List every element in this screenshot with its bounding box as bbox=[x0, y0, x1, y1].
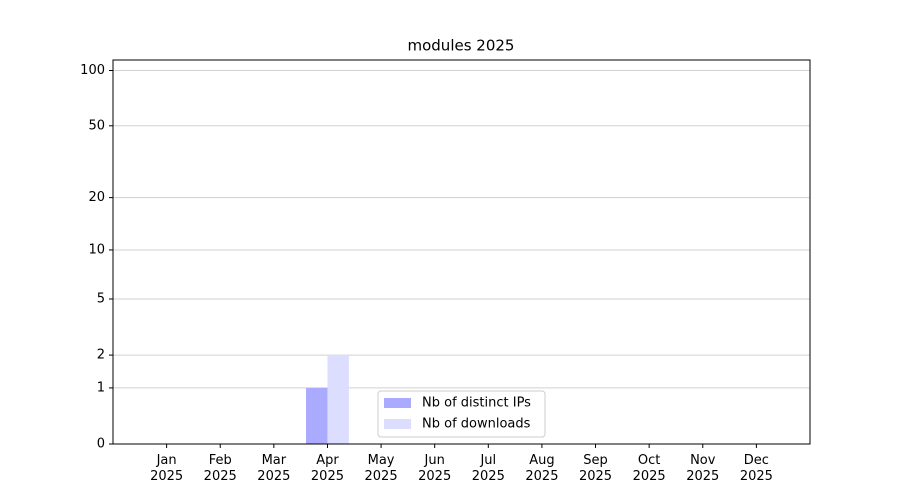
x-tick-label: Dec 2025 bbox=[739, 453, 773, 484]
x-tick-label: Jul 2025 bbox=[471, 453, 505, 484]
legend-label: Nb of downloads bbox=[422, 417, 531, 432]
x-tick-label: Oct 2025 bbox=[632, 453, 666, 484]
x-tick-label: Mar 2025 bbox=[257, 453, 291, 484]
legend-swatch bbox=[384, 419, 411, 429]
y-tick-label: 1 bbox=[97, 380, 105, 395]
y-tick-label: 5 bbox=[97, 291, 105, 306]
x-tick-label: May 2025 bbox=[364, 453, 398, 484]
bar bbox=[327, 355, 349, 444]
bar bbox=[306, 387, 328, 444]
y-tick-label: 2 bbox=[97, 348, 105, 363]
y-tick-label: 10 bbox=[88, 242, 105, 257]
y-tick-label: 20 bbox=[88, 190, 105, 205]
chart-title: modules 2025 bbox=[408, 37, 515, 55]
x-tick-label: Sep 2025 bbox=[578, 453, 613, 484]
legend-swatch bbox=[384, 398, 411, 408]
legend: Nb of distinct IPs Nb of downloads bbox=[377, 390, 546, 438]
y-tick-label: 0 bbox=[97, 437, 105, 452]
y-tick-label: 50 bbox=[88, 118, 105, 133]
legend-label: Nb of distinct IPs bbox=[422, 396, 531, 411]
x-tick-label: Feb 2025 bbox=[203, 453, 237, 484]
x-tick-label: Apr 2025 bbox=[310, 453, 344, 484]
x-tick-label: Aug 2025 bbox=[525, 453, 559, 484]
legend-box bbox=[377, 390, 546, 438]
x-tick-label: Jan 2025 bbox=[150, 453, 184, 484]
plot-frame bbox=[112, 59, 811, 445]
x-tick-label: Jun 2025 bbox=[418, 453, 452, 484]
y-tick-label: 100 bbox=[80, 63, 105, 78]
x-tick-label: Nov 2025 bbox=[686, 453, 720, 484]
